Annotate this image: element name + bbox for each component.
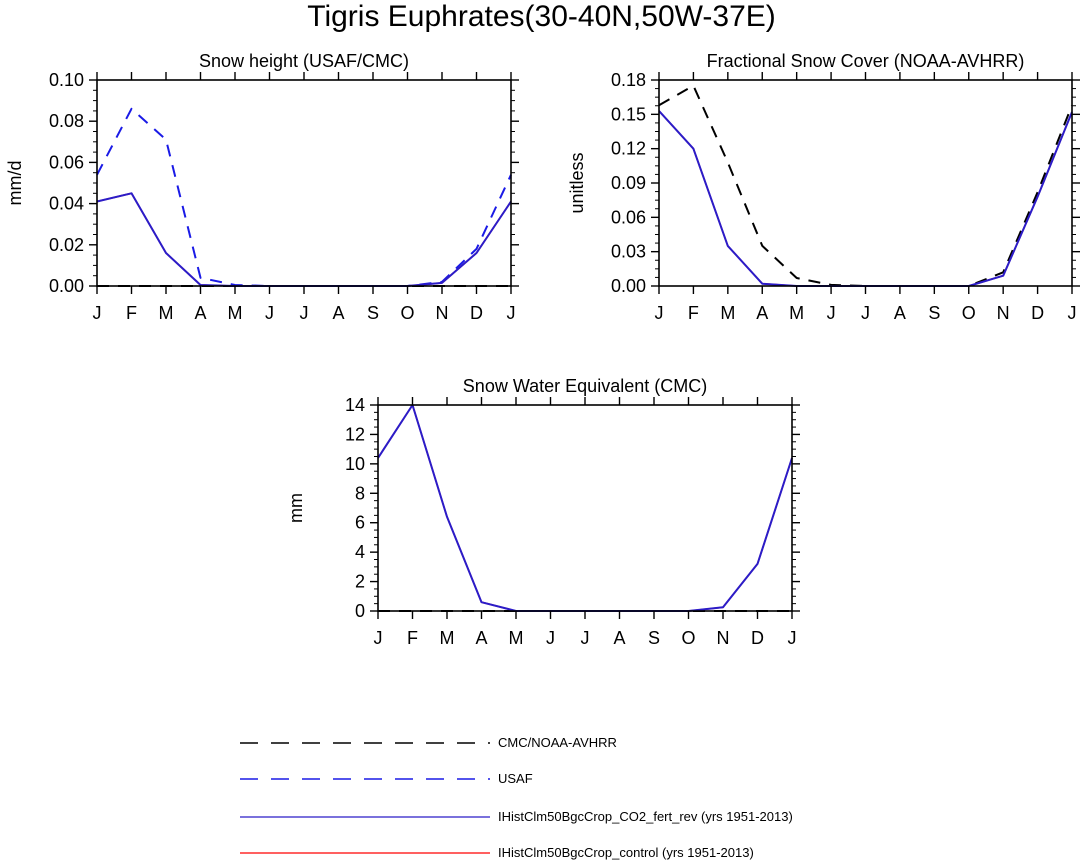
legend: CMC/NOAA-AVHRR USAF IHistClm50BgcCrop_CO… [240,726,940,863]
y-tick-label: 0.08 [49,111,84,131]
y-tick-label: 0.03 [611,242,646,262]
y-axis-label: unitless [567,152,587,213]
series-group [377,404,793,612]
legend-swatch-co2-fert-rev [240,816,490,818]
y-tick-label: 0.18 [611,70,646,90]
y-tick-label: 0.06 [611,207,646,227]
y-tick-label: 0.12 [611,139,646,159]
x-tick-label: A [332,303,344,323]
y-tick-label: 0 [355,601,365,621]
series-line-obs [658,84,1073,287]
x-tick-label: M [509,628,524,648]
series-line-rev [658,110,1073,287]
x-tick-label: J [93,303,102,323]
x-tick-label: M [228,303,243,323]
series-line-rev [377,404,793,612]
x-tick-label: F [407,628,418,648]
series-line-rev [96,192,512,287]
x-tick-label: J [581,628,590,648]
series-line-usaf [96,107,512,287]
x-tick-label: J [827,303,836,323]
x-tick-label: A [613,628,625,648]
y-tick-label: 12 [345,424,365,444]
panel-snow-height: Snow height (USAF/CMC)mm/dJ F M A M J J A S O N D J0… [5,51,519,323]
x-tick-label: F [688,303,699,323]
x-tick-label: J [507,303,516,323]
x-tick-label: M [159,303,174,323]
legend-label-co2-fert-rev: IHistClm50BgcCrop_CO2_fert_rev (yrs 1951… [498,809,793,824]
x-tick-label: J [655,303,664,323]
x-tick-label: S [367,303,379,323]
x-tick-label: A [756,303,768,323]
x-tick-label: N [997,303,1010,323]
legend-label-obs: CMC/NOAA-AVHRR [498,735,617,750]
x-tick-label: J [374,628,383,648]
series-line-control [377,404,793,612]
y-tick-label: 0.00 [49,276,84,296]
y-tick-label: 0.02 [49,235,84,255]
panel-title: Snow Water Equivalent (CMC) [463,376,707,396]
legend-item-obs: CMC/NOAA-AVHRR [240,733,940,753]
plot-frame [96,79,512,287]
panel-fractional-snow-cover: Fractional Snow Cover (NOAA-AVHRR) unitle… [567,51,1080,323]
x-tick-label: S [648,628,660,648]
y-tick-label: 0.04 [49,194,84,214]
x-tick-label: J [265,303,274,323]
legend-swatch-control [240,852,490,854]
x-tick-label: A [475,628,487,648]
panel-snow-water-equivalent: Snow Water Equivalent (CMC)mmJ F M A M J J A S O N… [286,376,800,648]
x-tick-label: J [861,303,870,323]
y-axis-label: mm/d [5,161,25,206]
x-tick-label: D [470,303,483,323]
x-tick-label: D [751,628,764,648]
y-tick-label: 0.06 [49,152,84,172]
series-group [96,107,512,287]
x-tick-label: M [720,303,735,323]
x-tick-label: S [928,303,940,323]
figure-canvas: Snow height (USAF/CMC)mm/dJ F M A M J J A S O N D J0… [5,51,1080,648]
x-tick-label: J [300,303,309,323]
x-tick-label: J [788,628,797,648]
y-tick-label: 14 [345,395,365,415]
y-tick-label: 0.00 [611,276,646,296]
x-tick-label: A [194,303,206,323]
panel-title: Snow height (USAF/CMC) [199,51,409,71]
y-tick-label: 6 [355,513,365,533]
x-tick-label: O [681,628,695,648]
y-tick-label: 2 [355,572,365,592]
legend-item-control: IHistClm50BgcCrop_control (yrs 1951-2013… [240,843,940,863]
y-tick-label: 4 [355,542,365,562]
panel-title: Fractional Snow Cover (NOAA-AVHRR) [707,51,1025,71]
legend-swatch-obs [240,742,490,744]
y-axis-label: mm [286,493,306,523]
figure-title: Tigris Euphrates(30-40N,50W-37E) [307,0,776,33]
x-tick-label: F [126,303,137,323]
x-tick-label: O [400,303,414,323]
x-tick-label: D [1031,303,1044,323]
legend-label-usaf: USAF [498,771,533,786]
x-tick-label: O [962,303,976,323]
x-tick-label: J [1068,303,1077,323]
y-tick-label: 0.10 [49,70,84,90]
series-group [658,84,1073,287]
y-tick-label: 0.09 [611,173,646,193]
x-tick-label: M [440,628,455,648]
x-tick-label: N [436,303,449,323]
x-tick-label: J [546,628,555,648]
legend-item-usaf: USAF [240,769,940,789]
x-tick-label: A [894,303,906,323]
x-tick-label: M [789,303,804,323]
y-tick-label: 0.15 [611,104,646,124]
legend-swatch-usaf [240,778,490,780]
plot-frame [377,404,793,612]
y-tick-label: 8 [355,483,365,503]
legend-item-co2-fert-rev: IHistClm50BgcCrop_CO2_fert_rev (yrs 1951… [240,807,940,827]
legend-label-control: IHistClm50BgcCrop_control (yrs 1951-2013… [498,845,754,860]
x-tick-label: N [717,628,730,648]
y-tick-label: 10 [345,454,365,474]
